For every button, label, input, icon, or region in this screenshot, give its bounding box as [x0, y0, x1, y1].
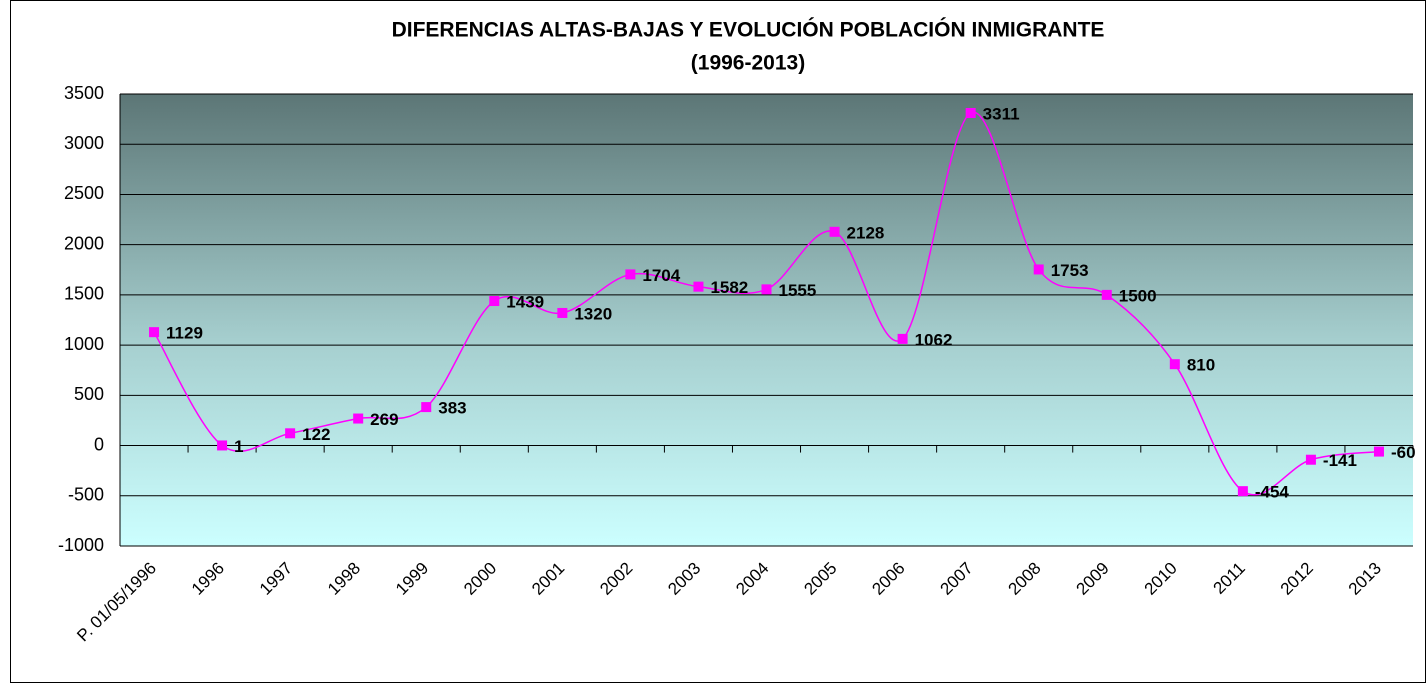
data-label: 1062 [915, 330, 953, 349]
data-label: 2128 [847, 223, 885, 242]
data-label: -454 [1255, 483, 1290, 502]
data-label: 1 [234, 437, 243, 456]
data-label: 1129 [166, 324, 203, 343]
data-point [1373, 446, 1384, 457]
chart-title: (1996-2013) [691, 52, 805, 75]
data-label: 3311 [983, 104, 1020, 123]
data-label: -141 [1323, 451, 1357, 470]
data-point [1237, 486, 1248, 497]
chart-title: DIFERENCIAS ALTAS-BAJAS Y EVOLUCIÓN POBL… [392, 18, 1105, 42]
data-point [897, 333, 908, 344]
data-point [489, 296, 500, 307]
data-point [557, 307, 568, 318]
data-label: 1704 [642, 266, 680, 285]
plot-area [120, 94, 1413, 546]
y-tick-label: 3500 [64, 83, 104, 103]
data-point [693, 281, 704, 292]
data-point [625, 269, 636, 280]
data-point [1169, 359, 1180, 370]
data-label: 1500 [1119, 286, 1157, 305]
y-tick-label: -1000 [58, 535, 104, 555]
data-point [1305, 454, 1316, 465]
y-tick-label: 1500 [64, 284, 104, 304]
data-label: 1753 [1051, 261, 1089, 280]
data-point [829, 226, 840, 237]
data-point [1033, 264, 1044, 275]
y-tick-label: 2000 [64, 233, 104, 253]
y-tick-label: 0 [94, 434, 104, 454]
data-point [421, 402, 432, 413]
data-point [285, 428, 296, 439]
data-point [1101, 289, 1112, 300]
y-tick-label: 3000 [64, 133, 104, 153]
data-point [761, 284, 772, 295]
data-label: 1320 [574, 304, 612, 323]
data-label: 122 [302, 425, 330, 444]
data-point [353, 413, 364, 424]
data-label: 1582 [710, 278, 748, 297]
y-tick-label: 1000 [64, 334, 104, 354]
data-label: 269 [370, 410, 398, 429]
y-tick-label: -500 [68, 485, 104, 505]
y-tick-label: 2500 [64, 183, 104, 203]
data-label: 383 [438, 399, 466, 418]
data-label: -60 [1391, 443, 1416, 462]
y-tick-label: 500 [74, 384, 104, 404]
data-label: 1555 [779, 281, 817, 300]
data-label: 810 [1187, 356, 1215, 375]
data-point [149, 327, 160, 338]
data-point [217, 440, 228, 451]
data-label: 1439 [506, 293, 544, 312]
data-point [965, 107, 976, 118]
